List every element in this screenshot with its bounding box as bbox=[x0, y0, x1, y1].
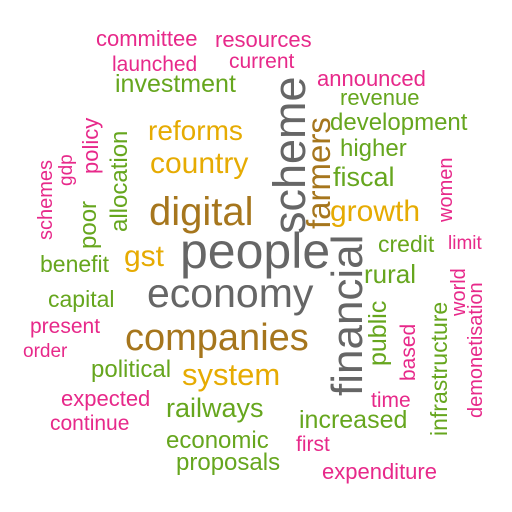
word-increased: increased bbox=[299, 406, 408, 434]
word-schemes: schemes bbox=[35, 159, 57, 240]
word-companies: companies bbox=[125, 317, 309, 359]
word-infrastructure: infrastructure bbox=[426, 301, 452, 436]
word-political: political bbox=[91, 356, 172, 383]
word-announced: announced bbox=[317, 66, 426, 91]
word-gdp: gdp bbox=[56, 154, 77, 186]
word-development: development bbox=[330, 109, 468, 136]
word-gst: gst bbox=[124, 240, 165, 273]
word-allocation: allocation bbox=[106, 130, 133, 232]
word-higher: higher bbox=[340, 135, 407, 162]
word-women: women bbox=[435, 157, 457, 222]
word-railways: railways bbox=[166, 393, 264, 423]
word-reforms: reforms bbox=[148, 115, 243, 146]
word-committee: committee bbox=[96, 26, 198, 51]
word-poor: poor bbox=[75, 200, 102, 249]
word-country: country bbox=[150, 147, 249, 180]
word-expected: expected bbox=[61, 386, 151, 411]
word-demonetisation: demonetisation bbox=[465, 282, 487, 418]
word-order: order bbox=[23, 341, 68, 362]
word-present: present bbox=[30, 315, 101, 338]
word-rural: rural bbox=[364, 259, 417, 289]
word-system: system bbox=[182, 357, 281, 392]
word-fiscal: fiscal bbox=[333, 162, 395, 192]
word-public: public bbox=[364, 300, 392, 366]
word-people: people bbox=[180, 223, 331, 279]
word-continue: continue bbox=[50, 412, 130, 435]
word-resources: resources bbox=[215, 27, 312, 52]
word-benefit: benefit bbox=[40, 251, 110, 277]
word-policy: policy bbox=[78, 117, 103, 174]
word-launched: launched bbox=[112, 53, 198, 76]
word-first: first bbox=[296, 433, 330, 456]
word-revenue: revenue bbox=[340, 85, 420, 110]
word-digital: digital bbox=[149, 190, 254, 234]
word-economy: economy bbox=[147, 270, 314, 316]
word-growth: growth bbox=[330, 195, 421, 228]
word-current: current bbox=[229, 50, 295, 73]
word-farmers: farmers bbox=[300, 117, 337, 229]
word-limit: limit bbox=[448, 233, 482, 254]
word-credit: credit bbox=[378, 231, 435, 257]
word-expenditure: expenditure bbox=[322, 459, 437, 484]
word-proposals: proposals bbox=[176, 449, 281, 476]
word-economic: economic bbox=[166, 427, 269, 454]
word-capital: capital bbox=[48, 286, 115, 312]
word-based: based bbox=[397, 323, 420, 381]
word-investment: investment bbox=[115, 70, 236, 98]
word-time: time bbox=[371, 389, 411, 412]
